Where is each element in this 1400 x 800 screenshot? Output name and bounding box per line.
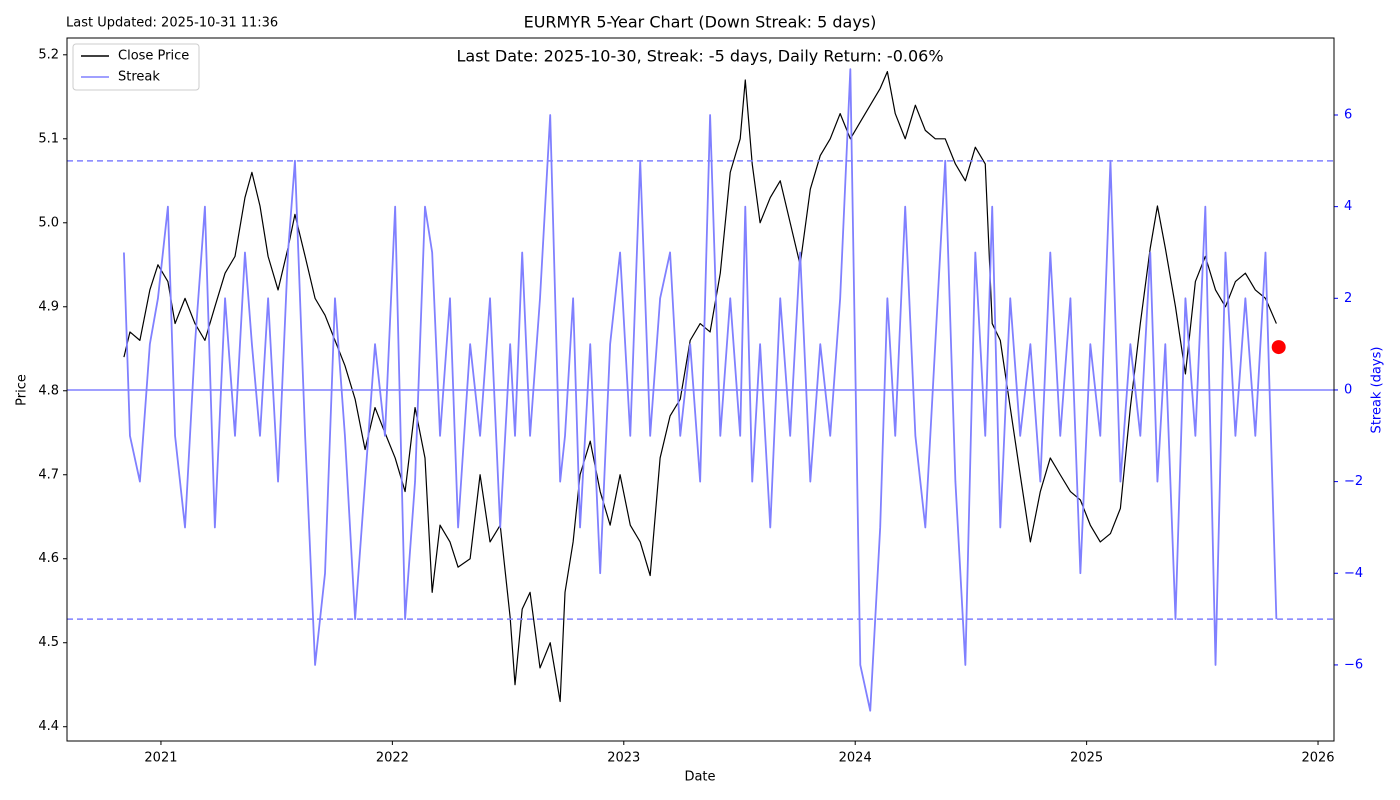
y-axis-label: Price: [15, 374, 30, 406]
x-tick-label: 2021: [144, 751, 177, 766]
chart-title: EURMYR 5-Year Chart (Down Streak: 5 days…: [524, 13, 877, 32]
y2-axis-label: Streak (days): [1370, 347, 1385, 434]
y2-tick-label: −6: [1344, 657, 1363, 672]
y-tick-label: 4.7: [38, 467, 59, 482]
x-tick-label: 2023: [607, 751, 640, 766]
legend-label: Close Price: [118, 49, 189, 64]
y2-tick-label: 6: [1344, 107, 1352, 122]
legend-label: Streak: [118, 70, 160, 85]
y-tick-label: 5.0: [38, 215, 59, 230]
y-tick-label: 4.9: [38, 299, 59, 314]
y2-tick-label: 0: [1344, 382, 1352, 397]
y-tick-label: 4.8: [38, 383, 59, 398]
x-tick-label: 2026: [1301, 751, 1334, 766]
series-line: [123, 68, 1278, 712]
x-tick-label: 2024: [839, 751, 872, 766]
y2-tick-label: 2: [1344, 291, 1352, 306]
chart-subtitle: Last Date: 2025-10-30, Streak: -5 days, …: [456, 47, 943, 66]
y-tick-label: 5.2: [38, 47, 59, 62]
last-point: [1271, 340, 1286, 355]
updated-note: Last Updated: 2025-10-31 11:36: [66, 16, 278, 31]
y-tick-label: 4.6: [38, 551, 59, 566]
plot-frame: [66, 37, 1335, 742]
y2-tick-label: −4: [1344, 566, 1363, 581]
x-axis-label: Date: [684, 770, 715, 785]
y-tick-label: 4.5: [38, 635, 59, 650]
x-tick-label: 2025: [1070, 751, 1103, 766]
y-tick-label: 4.4: [38, 719, 59, 734]
x-tick-label: 2022: [376, 751, 409, 766]
y2-tick-label: 4: [1344, 199, 1352, 214]
y2-tick-label: −2: [1344, 474, 1363, 489]
y-tick-label: 5.1: [38, 131, 59, 146]
